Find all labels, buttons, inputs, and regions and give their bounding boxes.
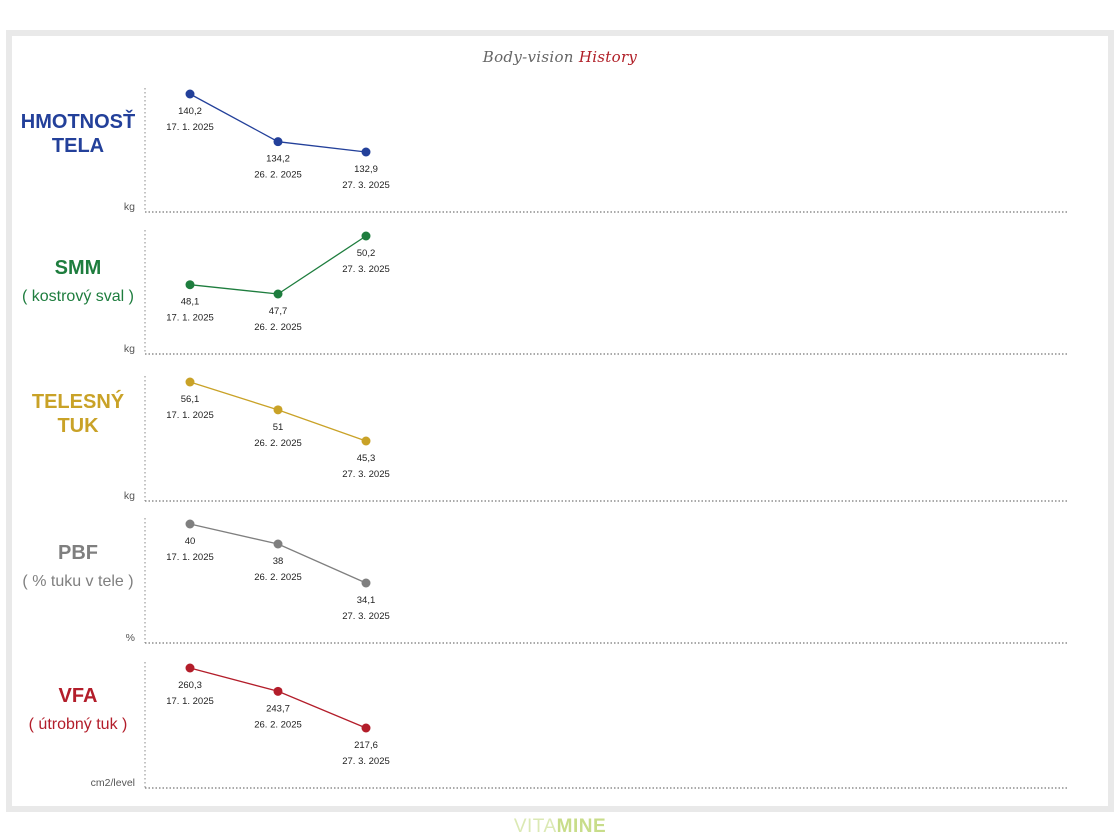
unit-label: kg (124, 343, 135, 355)
data-point (361, 723, 371, 733)
metric-label: SMM (55, 257, 102, 279)
data-date-label: 27. 3. 2025 (342, 756, 390, 767)
data-point (185, 280, 195, 290)
data-point (185, 519, 195, 529)
metric-label: TUK (57, 415, 99, 437)
data-point (185, 663, 195, 673)
data-value-label: 140,2 (178, 106, 202, 117)
data-date-label: 17. 1. 2025 (166, 696, 214, 707)
data-value-label: 260,3 (178, 680, 202, 691)
metric-label: HMOTNOSŤ (21, 109, 135, 133)
data-value-label: 38 (273, 556, 284, 567)
data-date-label: 17. 1. 2025 (166, 122, 214, 133)
report-frame: Body-vision History (6, 30, 1114, 812)
data-date-label: 26. 2. 2025 (254, 572, 302, 583)
metric-sublabel: ( % tuku v tele ) (22, 573, 133, 590)
data-point (185, 89, 195, 99)
unit-label: kg (124, 490, 135, 502)
unit-label: cm2/level (91, 777, 135, 789)
brand-part-1: VITA (513, 816, 557, 837)
data-value-label: 217,6 (354, 740, 378, 751)
data-date-label: 17. 1. 2025 (166, 410, 214, 421)
data-value-label: 45,3 (357, 453, 376, 464)
data-point (361, 231, 371, 241)
data-value-label: 51 (273, 422, 284, 433)
brand-part-2: MINE (556, 816, 607, 837)
data-date-label: 26. 2. 2025 (254, 438, 302, 449)
report-title: Body-vision History (12, 48, 1108, 66)
data-value-label: 243,7 (266, 703, 290, 714)
data-date-label: 26. 2. 2025 (254, 719, 302, 730)
data-date-label: 27. 3. 2025 (342, 469, 390, 480)
data-point (273, 137, 283, 147)
data-point (185, 377, 195, 387)
data-date-label: 27. 3. 2025 (342, 180, 390, 191)
title-part-1: Body-vision (482, 48, 574, 66)
data-date-label: 17. 1. 2025 (166, 552, 214, 563)
data-value-label: 48,1 (181, 297, 200, 308)
metric-label: TELA (52, 135, 104, 157)
data-point (361, 578, 371, 588)
metric-label: PBF (58, 542, 98, 564)
title-part-2: History (578, 48, 638, 66)
data-date-label: 17. 1. 2025 (166, 313, 214, 324)
data-point (273, 539, 283, 549)
data-value-label: 47,7 (269, 306, 288, 317)
data-value-label: 132,9 (354, 164, 378, 175)
data-value-label: 134,2 (266, 154, 290, 165)
metric-label: TELESNÝ (32, 389, 125, 413)
data-value-label: 40 (185, 536, 196, 547)
data-point (273, 289, 283, 299)
data-point (273, 405, 283, 415)
data-point (361, 436, 371, 446)
unit-label: kg (124, 201, 135, 213)
data-date-label: 26. 2. 2025 (254, 170, 302, 181)
metric-label: VFA (59, 685, 98, 707)
metric-sublabel: ( útrobný tuk ) (29, 716, 128, 733)
data-date-label: 27. 3. 2025 (342, 611, 390, 622)
data-value-label: 34,1 (357, 595, 376, 606)
unit-label: % (126, 632, 135, 644)
data-point (273, 686, 283, 696)
data-date-label: 27. 3. 2025 (342, 264, 390, 275)
series-line (189, 235, 367, 295)
data-point (361, 147, 371, 157)
data-value-label: 50,2 (357, 248, 376, 259)
data-value-label: 56,1 (181, 394, 200, 405)
metric-sublabel: ( kostrový sval ) (22, 288, 134, 305)
data-date-label: 26. 2. 2025 (254, 322, 302, 333)
brand-logo: VITAMINE (0, 816, 1120, 838)
